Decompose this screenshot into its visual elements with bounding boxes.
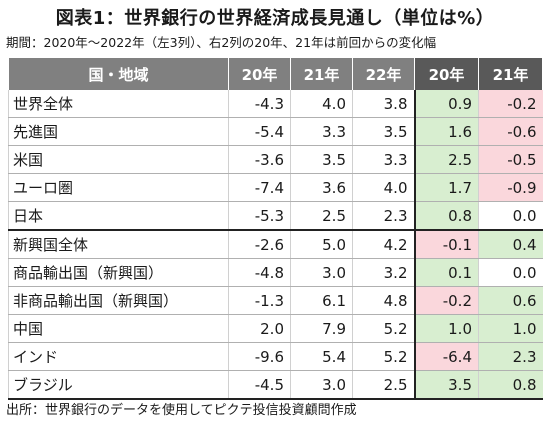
value-2021-cell: 5.0 — [290, 230, 353, 259]
change-2021-cell: 0.6 — [478, 286, 543, 315]
table-row: インド -9.6 5.4 5.2 -6.4 2.3 — [8, 342, 543, 371]
region-cell: 中国 — [8, 314, 229, 343]
region-cell: 日本 — [8, 201, 229, 231]
value-2022-cell: 3.3 — [352, 145, 415, 174]
value-2020-cell: -9.6 — [228, 342, 291, 371]
page-title: 図表1：世界銀行の世界経済成長見通し（単位は%） — [55, 8, 495, 29]
header-2020: 20年 — [228, 58, 291, 90]
change-2021-cell: 1.0 — [478, 314, 543, 343]
value-2022-cell: 2.3 — [352, 201, 415, 231]
change-2021-cell: 0.0 — [478, 258, 543, 287]
region-cell: 先進国 — [8, 117, 229, 146]
change-2021-cell: -0.5 — [478, 145, 543, 174]
value-2022-cell: 4.0 — [352, 173, 415, 202]
table-row: 世界全体 -4.3 4.0 3.8 0.9 -0.2 — [8, 90, 543, 118]
header-2022: 22年 — [352, 58, 415, 90]
table-row: 先進国 -5.4 3.3 3.5 1.6 -0.6 — [8, 117, 543, 146]
change-2021-cell: -0.2 — [478, 90, 543, 118]
value-2020-cell: -5.3 — [228, 201, 291, 231]
value-2021-cell: 7.9 — [290, 314, 353, 343]
table-row: ブラジル -4.5 3.0 2.5 3.5 0.8 — [8, 370, 543, 400]
table-row: ユーロ圏 -7.4 3.6 4.0 1.7 -0.9 — [8, 173, 543, 202]
value-2022-cell: 3.8 — [352, 90, 415, 118]
change-2021-cell: 0.0 — [478, 201, 543, 231]
page-subtitle: 期間：2020年～2022年（左3列）、右2列の20年、21年は前回からの変化幅 — [6, 35, 437, 50]
table-row: 商品輸出国（新興国） -4.8 3.0 3.2 0.1 0.0 — [8, 258, 543, 287]
header-change-2021: 21年 — [478, 58, 543, 90]
table-row: 非商品輸出国（新興国） -1.3 6.1 4.8 -0.2 0.6 — [8, 286, 543, 315]
region-cell: 商品輸出国（新興国） — [8, 258, 229, 287]
region-cell: インド — [8, 342, 229, 371]
region-cell: 世界全体 — [8, 90, 229, 118]
value-2022-cell: 3.2 — [352, 258, 415, 287]
change-2021-cell: 2.3 — [478, 342, 543, 371]
value-2020-cell: -1.3 — [228, 286, 291, 315]
change-2020-cell: 0.8 — [413, 201, 479, 231]
value-2020-cell: -4.5 — [228, 370, 291, 400]
table-row: 米国 -3.6 3.5 3.3 2.5 -0.5 — [8, 145, 543, 174]
value-2021-cell: 3.0 — [290, 258, 353, 287]
table-row: 日本 -5.3 2.5 2.3 0.8 0.0 — [8, 201, 543, 231]
table-row: 中国 2.0 7.9 5.2 1.0 1.0 — [8, 314, 543, 343]
value-2021-cell: 4.0 — [290, 90, 353, 118]
value-2022-cell: 3.5 — [352, 117, 415, 146]
change-2021-cell: 0.4 — [478, 230, 543, 259]
value-2022-cell: 5.2 — [352, 342, 415, 371]
value-2022-cell: 2.5 — [352, 370, 415, 400]
region-cell: 米国 — [8, 145, 229, 174]
change-2020-cell: 0.1 — [413, 258, 479, 287]
value-2020-cell: -5.4 — [228, 117, 291, 146]
source-note: 出所：世界銀行のデータを使用してピクテ投信投資顧問作成 — [6, 403, 357, 418]
value-2021-cell: 3.3 — [290, 117, 353, 146]
change-2020-cell: 1.6 — [413, 117, 479, 146]
change-2020-cell: 3.5 — [413, 370, 479, 400]
change-2020-cell: -0.2 — [413, 286, 479, 315]
table-header-row: 国・地域 20年 21年 22年 20年 21年 — [8, 58, 543, 90]
change-2021-cell: 0.8 — [478, 370, 543, 400]
region-cell: 新興国全体 — [8, 230, 229, 259]
value-2020-cell: -4.8 — [228, 258, 291, 287]
growth-forecast-table: 国・地域 20年 21年 22年 20年 21年 世界全体 -4.3 4.0 3.8 0… — [8, 58, 543, 400]
value-2021-cell: 2.5 — [290, 201, 353, 231]
region-cell: 非商品輸出国（新興国） — [8, 286, 229, 315]
header-region: 国・地域 — [8, 58, 229, 90]
change-2021-cell: -0.6 — [478, 117, 543, 146]
region-cell: ユーロ圏 — [8, 173, 229, 202]
value-2022-cell: 5.2 — [352, 314, 415, 343]
value-2020-cell: -4.3 — [228, 90, 291, 118]
value-2021-cell: 6.1 — [290, 286, 353, 315]
change-2020-cell: 1.0 — [413, 314, 479, 343]
change-2020-cell: 2.5 — [413, 145, 479, 174]
value-2021-cell: 3.5 — [290, 145, 353, 174]
change-2020-cell: -6.4 — [413, 342, 479, 371]
value-2020-cell: -2.6 — [228, 230, 291, 259]
value-2021-cell: 3.0 — [290, 370, 353, 400]
change-2020-cell: -0.1 — [413, 230, 479, 259]
value-2020-cell: -7.4 — [228, 173, 291, 202]
change-2020-cell: 0.9 — [413, 90, 479, 118]
value-2020-cell: 2.0 — [228, 314, 291, 343]
value-2021-cell: 5.4 — [290, 342, 353, 371]
table-row: 新興国全体 -2.6 5.0 4.2 -0.1 0.4 — [8, 230, 543, 259]
value-2021-cell: 3.6 — [290, 173, 353, 202]
header-2021: 21年 — [290, 58, 353, 90]
change-2021-cell: -0.9 — [478, 173, 543, 202]
header-change-2020: 20年 — [414, 58, 479, 90]
value-2020-cell: -3.6 — [228, 145, 291, 174]
value-2022-cell: 4.8 — [352, 286, 415, 315]
region-cell: ブラジル — [8, 370, 229, 400]
change-2020-cell: 1.7 — [413, 173, 479, 202]
value-2022-cell: 4.2 — [352, 230, 415, 259]
